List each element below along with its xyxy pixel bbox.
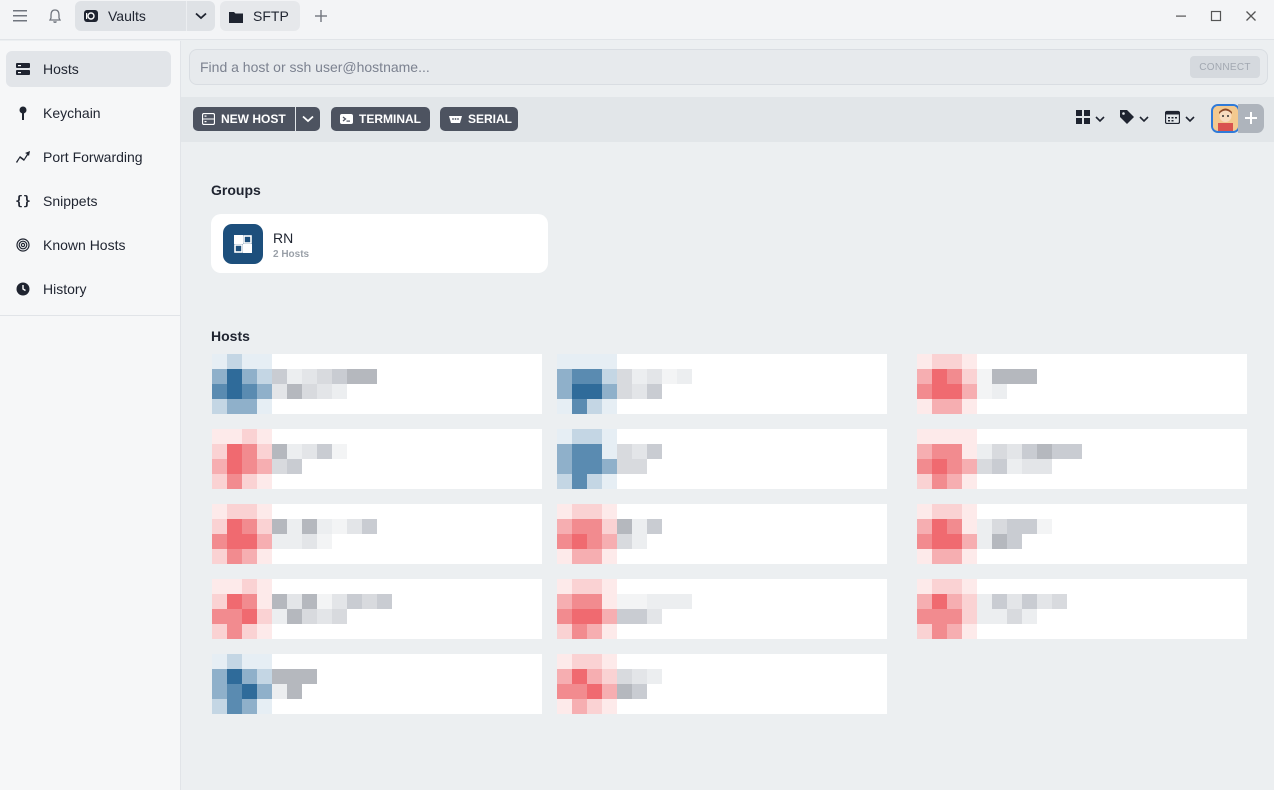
- host-avatar-icon: [212, 354, 272, 414]
- terminal-label: TERMINAL: [359, 112, 421, 126]
- host-card[interactable]: [557, 579, 887, 639]
- serial-icon: [449, 113, 462, 126]
- plus-icon[interactable]: [311, 6, 331, 26]
- host-card[interactable]: [557, 429, 887, 489]
- sidebar-item-label: Hosts: [43, 61, 79, 77]
- sidebar-item-snippets[interactable]: {} Snippets: [6, 183, 171, 219]
- host-avatar-icon: [917, 354, 977, 414]
- host-avatar-icon: [212, 504, 272, 564]
- host-avatar-icon: [917, 579, 977, 639]
- menu-icon[interactable]: [10, 6, 30, 26]
- maximize-icon[interactable]: [1206, 6, 1226, 26]
- host-card[interactable]: [917, 579, 1247, 639]
- sftp-tab[interactable]: SFTP: [220, 1, 300, 31]
- folder-icon: [229, 10, 243, 23]
- connect-button[interactable]: CONNECT: [1190, 56, 1260, 78]
- host-card[interactable]: [212, 429, 542, 489]
- host-card[interactable]: [557, 354, 887, 414]
- chevron-down-icon[interactable]: [187, 1, 215, 31]
- minimize-icon[interactable]: [1171, 6, 1191, 26]
- serial-button[interactable]: SERIAL: [440, 107, 518, 131]
- host-avatar-icon: [212, 429, 272, 489]
- grid-view-icon: [1076, 109, 1090, 129]
- sidebar-item-label: Keychain: [43, 105, 101, 121]
- sidebar-item-port-forwarding[interactable]: Port Forwarding: [6, 139, 171, 175]
- new-host-dropdown[interactable]: [296, 107, 320, 131]
- host-avatar-icon: [557, 354, 617, 414]
- group-name: RN: [273, 230, 294, 246]
- search-input[interactable]: [200, 50, 1180, 84]
- terminal-icon: [340, 113, 353, 126]
- hosts-title: Hosts: [211, 328, 250, 344]
- host-avatar-icon: [212, 579, 272, 639]
- chevron-down-icon: [302, 112, 314, 126]
- serial-label: SERIAL: [468, 112, 513, 126]
- sidebar-item-known-hosts[interactable]: Known Hosts: [6, 227, 171, 263]
- search-bar: CONNECT: [189, 49, 1268, 85]
- add-member-button[interactable]: [1238, 104, 1264, 133]
- host-card[interactable]: [212, 654, 542, 714]
- host-avatar-icon: [917, 504, 977, 564]
- vaults-tab[interactable]: Vaults: [75, 1, 215, 31]
- host-avatar-icon: [212, 654, 272, 714]
- divider: [186, 1, 187, 31]
- chevron-down-icon: [1095, 110, 1105, 128]
- vaults-label: Vaults: [108, 8, 146, 24]
- server-icon: [202, 113, 215, 126]
- title-bar: Vaults SFTP: [0, 0, 1274, 40]
- host-avatar-icon: [557, 504, 617, 564]
- key-icon: [14, 104, 32, 122]
- sort-control[interactable]: [1164, 109, 1195, 129]
- sort-icon: [1164, 110, 1181, 129]
- sidebar-item-hosts[interactable]: Hosts: [6, 51, 171, 87]
- new-host-label: NEW HOST: [221, 112, 286, 126]
- group-card[interactable]: RN 2 Hosts: [211, 214, 548, 273]
- chevron-down-icon: [1139, 110, 1149, 128]
- new-host-button[interactable]: NEW HOST: [193, 107, 295, 131]
- host-avatar-icon: [557, 654, 617, 714]
- sidebar-divider: [0, 315, 180, 316]
- host-avatar-icon: [557, 579, 617, 639]
- sidebar-item-label: Port Forwarding: [43, 149, 143, 165]
- host-card[interactable]: [557, 504, 887, 564]
- host-card[interactable]: [212, 579, 542, 639]
- toolbar: NEW HOST TERMINAL SERIAL: [181, 97, 1274, 142]
- host-card[interactable]: [917, 504, 1247, 564]
- sidebar: Hosts Keychain Port Forwarding {} Snippe…: [0, 41, 181, 790]
- host-card[interactable]: [917, 429, 1247, 489]
- avatar[interactable]: [1211, 104, 1240, 133]
- tag-icon: [1119, 109, 1135, 130]
- host-card[interactable]: [917, 354, 1247, 414]
- terminal-button[interactable]: TERMINAL: [331, 107, 430, 131]
- host-card[interactable]: [212, 504, 542, 564]
- vault-icon: [83, 8, 99, 24]
- group-icon: [223, 224, 263, 264]
- sidebar-item-label: Known Hosts: [43, 237, 126, 253]
- view-mode-control[interactable]: [1076, 109, 1105, 129]
- sftp-label: SFTP: [253, 8, 289, 24]
- history-icon: [14, 280, 32, 298]
- hosts-icon: [14, 60, 32, 78]
- tag-filter-control[interactable]: [1119, 109, 1149, 129]
- group-host-count: 2 Hosts: [273, 249, 310, 260]
- chevron-down-icon: [1185, 110, 1195, 128]
- groups-title: Groups: [211, 182, 261, 198]
- plus-icon: [1245, 108, 1257, 129]
- host-avatar-icon: [557, 429, 617, 489]
- close-icon[interactable]: [1241, 6, 1261, 26]
- host-avatar-icon: [917, 429, 977, 489]
- sidebar-item-label: Snippets: [43, 193, 98, 209]
- bell-icon[interactable]: [45, 6, 65, 26]
- port-forwarding-icon: [14, 148, 32, 166]
- fingerprint-icon: [14, 236, 32, 254]
- sidebar-item-label: History: [43, 281, 87, 297]
- host-card[interactable]: [557, 654, 887, 714]
- sidebar-item-keychain[interactable]: Keychain: [6, 95, 171, 131]
- snippets-icon: {}: [15, 193, 31, 209]
- sidebar-item-history[interactable]: History: [6, 271, 171, 307]
- host-card[interactable]: [212, 354, 542, 414]
